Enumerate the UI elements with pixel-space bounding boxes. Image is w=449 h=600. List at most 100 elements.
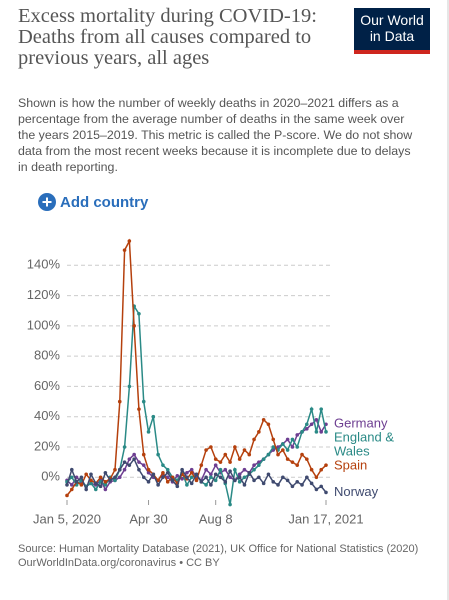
- plus-icon: [38, 193, 56, 211]
- point: [189, 475, 194, 480]
- point: [84, 472, 88, 477]
- series-line: [66, 238, 327, 496]
- point: [218, 467, 223, 472]
- point: [209, 483, 213, 487]
- point: [170, 478, 175, 483]
- point: [113, 467, 117, 472]
- point: [285, 457, 290, 461]
- point: [65, 483, 69, 487]
- point: [69, 487, 74, 492]
- point: [137, 460, 141, 464]
- point: [146, 470, 151, 475]
- point: [69, 475, 74, 480]
- point: [93, 481, 98, 486]
- point: [281, 448, 285, 452]
- point: [252, 467, 256, 472]
- point: [161, 463, 165, 467]
- point: [180, 477, 184, 481]
- y-tick-label: 100%: [27, 317, 61, 332]
- point: [319, 407, 324, 411]
- point: [137, 407, 141, 411]
- point: [103, 480, 108, 484]
- point: [237, 457, 242, 461]
- add-country-button[interactable]: Add country: [38, 193, 148, 211]
- point: [103, 470, 108, 475]
- point: [117, 475, 122, 480]
- point: [204, 467, 208, 472]
- point: [151, 414, 156, 419]
- point: [213, 463, 218, 467]
- legend-label: Spain: [334, 458, 367, 473]
- point: [285, 437, 290, 442]
- point: [84, 487, 88, 492]
- point: [79, 475, 84, 480]
- point: [194, 472, 199, 477]
- point: [146, 480, 151, 484]
- point: [122, 460, 127, 464]
- x-tick-label: Jan 5, 2020: [33, 511, 101, 526]
- point: [233, 467, 237, 472]
- point: [204, 483, 208, 487]
- point: [132, 457, 136, 461]
- point: [242, 467, 247, 472]
- point: [228, 469, 232, 474]
- point: [295, 463, 300, 467]
- point: [281, 442, 285, 446]
- point: [175, 473, 180, 478]
- point: [319, 430, 324, 434]
- point: [295, 480, 300, 484]
- point: [233, 478, 237, 483]
- point: [209, 472, 213, 477]
- point: [93, 487, 98, 492]
- point: [237, 472, 242, 477]
- point: [319, 467, 324, 472]
- point: [127, 463, 132, 467]
- point: [242, 483, 247, 487]
- point: [285, 448, 290, 452]
- point: [132, 452, 136, 457]
- point: [314, 430, 319, 434]
- point: [266, 422, 271, 427]
- point: [141, 452, 146, 457]
- point: [185, 475, 189, 480]
- x-tick-label: Jan 17, 2021: [288, 511, 363, 526]
- point: [295, 445, 300, 449]
- point: [324, 430, 328, 434]
- source: Source: Human Mortality Database (2021),…: [18, 543, 428, 570]
- point: [266, 472, 271, 477]
- point: [300, 483, 304, 487]
- point: [213, 457, 218, 461]
- point: [314, 487, 319, 492]
- title: Excess mortality during COVID-19: Deaths…: [18, 5, 317, 69]
- y-tick-label: 40%: [34, 408, 60, 423]
- point: [257, 475, 261, 480]
- point: [309, 467, 314, 472]
- point: [305, 475, 309, 480]
- point: [305, 457, 309, 461]
- point: [213, 472, 218, 477]
- x-tick-label: Apr 30: [129, 511, 167, 526]
- point: [305, 427, 309, 431]
- point: [252, 437, 256, 442]
- point: [266, 452, 271, 457]
- point: [199, 463, 204, 467]
- point: [324, 490, 328, 495]
- logo[interactable]: Our World in Data: [354, 8, 430, 54]
- point: [122, 467, 127, 472]
- point: [113, 478, 117, 483]
- legend-label: Norway: [334, 484, 379, 499]
- point: [223, 452, 228, 457]
- point: [204, 448, 208, 452]
- point: [69, 483, 74, 487]
- point: [271, 445, 276, 449]
- point: [189, 481, 194, 486]
- point: [165, 470, 170, 475]
- point: [314, 475, 319, 480]
- point: [228, 460, 232, 464]
- point: [165, 475, 170, 480]
- point: [209, 475, 213, 480]
- point: [189, 467, 194, 472]
- point: [122, 445, 127, 449]
- source-url: OurWorldInData.org/coronavirus • CC BY: [18, 556, 220, 569]
